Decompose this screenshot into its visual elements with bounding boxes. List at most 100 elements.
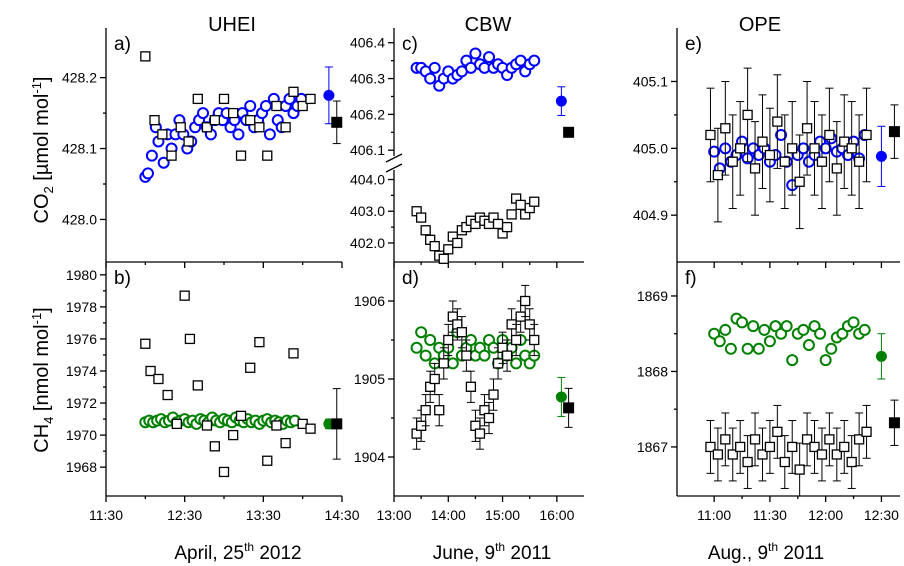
data-point-square [201, 122, 213, 133]
data-point-square [429, 373, 440, 385]
y-tick-label: 1968 [66, 459, 97, 475]
data-point-square [816, 156, 828, 167]
data-point-square [228, 107, 239, 119]
panel-label: c) [402, 34, 418, 55]
data-point-circle [763, 335, 776, 348]
data-point-square [254, 336, 265, 348]
data-point-square [779, 156, 790, 167]
y-tick-label: 428.1 [62, 141, 97, 157]
data-point-square [735, 441, 746, 453]
x-tick-label: 14:30 [324, 507, 359, 523]
data-point-square [218, 93, 230, 105]
x-tick-label: 14:00 [431, 507, 466, 523]
data-point-circle [244, 100, 257, 112]
data-point-square [501, 221, 513, 233]
data-point-square [157, 129, 168, 140]
data-point-square [846, 143, 857, 154]
data-point-square [735, 143, 746, 154]
data-point-square [456, 327, 468, 338]
data-point-square [145, 365, 156, 377]
x-tick-label: 12:30 [864, 507, 899, 523]
data-point-square [492, 218, 504, 230]
data-point-square [801, 434, 813, 445]
data-point-square [757, 449, 768, 460]
data-point-square [861, 129, 872, 141]
x-tick-label: 16:00 [539, 507, 574, 523]
data-point-square [846, 456, 857, 468]
y-tick-label: 403.0 [350, 203, 385, 219]
data-point-square [474, 428, 486, 439]
data-point-square [140, 51, 151, 62]
data-point-circle [797, 323, 810, 336]
x-tick-label: 11:30 [89, 507, 123, 523]
data-point-circle [741, 342, 754, 355]
data-point-circle [259, 100, 272, 112]
data-point-square [235, 150, 247, 161]
y-tick-label: 406.3 [350, 71, 385, 87]
panel-c: c) 406.1 406.2 406.3 406.4 402.0 403.0 404.0 [350, 28, 584, 268]
data-point-circle [819, 354, 832, 367]
data-point-square [742, 109, 753, 121]
y-tick-label: 1972 [66, 395, 97, 411]
axis-break-mark [385, 153, 403, 163]
data-point-square [515, 199, 526, 211]
y-tick-label: 1978 [66, 299, 97, 315]
panel-label: f) [685, 268, 697, 289]
y-tick-label: 1974 [66, 363, 97, 379]
data-point-square [749, 163, 761, 174]
data-point-square [305, 423, 316, 434]
x-tick-label: 11:00 [697, 507, 731, 523]
data-point-square [438, 253, 449, 264]
data-point-circle [263, 128, 276, 141]
data-point-square [749, 434, 761, 445]
data-point-square [235, 410, 247, 422]
data-point-circle [719, 323, 732, 336]
data-point-square [420, 225, 431, 236]
data-point-square [720, 123, 731, 134]
data-point-square [794, 464, 805, 475]
data-point-square [228, 429, 239, 441]
data-point-circle [483, 51, 495, 64]
mean-point [331, 418, 343, 430]
data-point-square [742, 456, 753, 468]
data-point-circle [197, 107, 210, 120]
data-point-square [794, 176, 805, 187]
y-tick-label: 405.0 [633, 140, 668, 156]
data-point-square [184, 333, 196, 345]
y-tick-label: 404.0 [350, 172, 385, 188]
data-point-square [288, 86, 299, 97]
data-point-circle [419, 349, 432, 362]
data-point-circle [145, 149, 158, 162]
y-tick-label: 404.9 [633, 207, 668, 223]
data-point-circle [424, 72, 437, 85]
mean-point [888, 417, 900, 429]
data-point-square [757, 136, 768, 147]
data-point-square [183, 136, 194, 147]
data-point-square [280, 437, 291, 449]
data-point-square [764, 149, 776, 161]
y-tick-label: 402.0 [350, 235, 385, 251]
data-point-square [461, 350, 472, 361]
y-tick-label: 1867 [637, 439, 668, 455]
data-point-square [175, 122, 186, 133]
x-tick-label: 11:30 [753, 507, 787, 523]
title-ope: OPE [739, 14, 781, 36]
data-point-square [824, 434, 835, 445]
data-point-square [712, 169, 724, 181]
data-point-square [153, 373, 164, 385]
data-point-circle [713, 335, 726, 348]
data-point-square [171, 418, 182, 430]
y-tick-label: 1904 [354, 449, 385, 465]
data-point-square [501, 350, 513, 361]
y-tick-label: 1980 [66, 267, 97, 283]
mean-point [888, 126, 900, 138]
mean-point [875, 350, 887, 362]
data-point-square [772, 116, 783, 127]
data-point-circle [780, 320, 793, 333]
mean-point [555, 95, 567, 107]
data-point-square [727, 449, 738, 460]
data-point-square [271, 420, 282, 431]
data-point-circle [415, 326, 428, 339]
data-point-circle [825, 342, 838, 355]
mean-point [323, 89, 335, 101]
